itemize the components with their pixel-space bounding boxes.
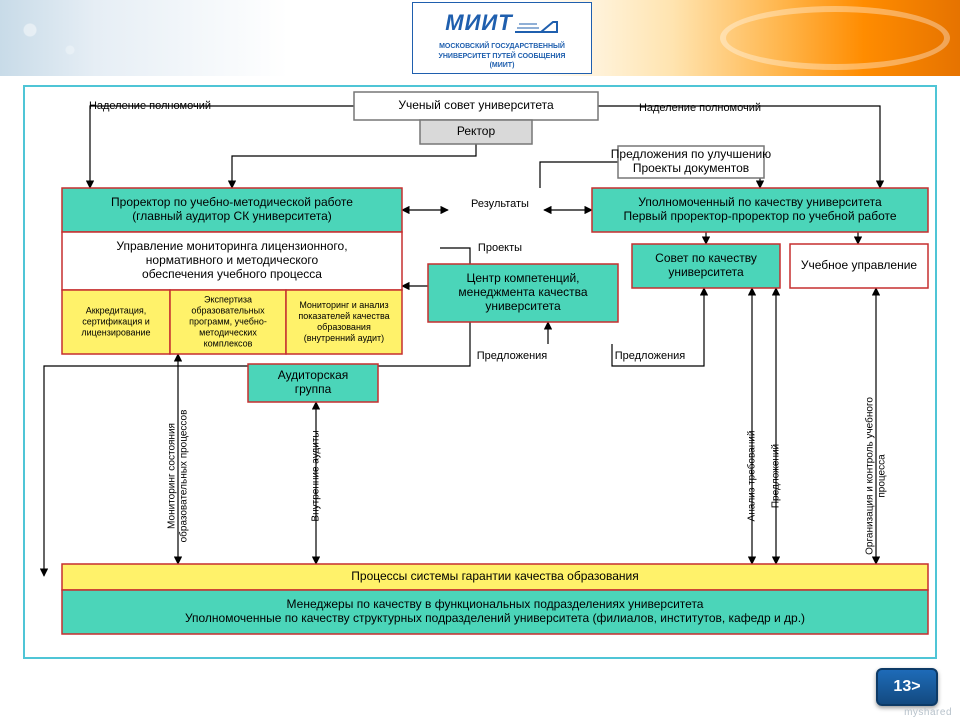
svg-text:группа: группа [295,382,332,396]
logo-card: МИИТ МОСКОВСКИЙ ГОСУДАРСТВЕННЫЙ УНИВЕРСИ… [412,2,592,74]
svg-text:нормативного и методического: нормативного и методического [146,253,319,267]
svg-text:Проекты документов: Проекты документов [633,161,749,175]
svg-text:обеспечения учебного процесса: обеспечения учебного процесса [142,267,322,281]
svg-text:университета: университета [668,265,744,279]
svg-text:Менеджеры по качеству в функци: Менеджеры по качеству в функциональных п… [287,597,704,611]
svg-text:Наделение полномочий: Наделение полномочий [639,102,761,114]
svg-text:Центр компетенций,: Центр компетенций, [466,271,579,285]
svg-text:образования: образования [317,322,371,332]
svg-text:лицензирование: лицензирование [81,327,150,337]
svg-text:Предложения: Предложения [615,350,686,362]
svg-text:Проекты: Проекты [478,242,522,254]
svg-text:Первый проректор-проректор по: Первый проректор-проректор по учебной ра… [623,209,896,223]
svg-text:Предложения: Предложения [477,350,548,362]
logo-sub3: (МИИТ) [413,62,591,72]
svg-text:показателей качества: показателей качества [298,311,389,321]
watermark: myshared [904,707,952,718]
svg-text:Аудиторская: Аудиторская [278,368,349,382]
svg-text:образовательных процессов: образовательных процессов [178,410,190,543]
svg-text:Ректор: Ректор [457,124,496,138]
svg-text:Наделение полномочий: Наделение полномочий [89,100,211,112]
svg-text:Совет по качеству: Совет по качеству [655,251,757,265]
svg-text:Мониторинг состояния: Мониторинг состояния [167,423,178,529]
org-diagram: Ученый совет университета Ректор Наделение… [0,76,960,720]
svg-text:Проректор по учебно-методическ: Проректор по учебно-методической работе [111,195,353,209]
svg-text:Внутренние аудиты: Внутренние аудиты [311,430,322,521]
svg-text:Анализ требований: Анализ требований [746,431,758,522]
svg-text:процесса: процесса [877,454,888,498]
svg-text:Уполномоченные по качеству стр: Уполномоченные по качеству структурных п… [185,611,805,625]
svg-text:(главный аудитор СК университе: (главный аудитор СК университета) [132,209,332,223]
svg-text:Процессы системы гарантии каче: Процессы системы гарантии качества образ… [351,569,638,583]
svg-text:Учебное управление: Учебное управление [801,258,918,272]
svg-text:Предложений: Предложений [771,444,782,508]
svg-text:университета: университета [485,299,561,313]
svg-text:Экспертиза: Экспертиза [204,294,252,304]
svg-text:Мониторинг и анализ: Мониторинг и анализ [299,300,388,310]
svg-text:Уполномоченный по качеству уни: Уполномоченный по качеству университета [638,195,882,209]
svg-text:(внутренний аудит): (внутренний аудит) [304,333,384,343]
svg-text:Предложения по улучшению: Предложения по улучшению [611,147,771,161]
logo-name: МИИТ [445,10,512,36]
train-icon [513,8,559,38]
svg-text:методических: методических [199,327,257,337]
svg-text:Ученый совет университета: Ученый совет университета [398,98,554,112]
svg-text:Результаты: Результаты [471,198,529,210]
logo-sub1: МОСКОВСКИЙ ГОСУДАРСТВЕННЫЙ [413,43,591,53]
svg-text:менеджмента качества: менеджмента качества [458,285,587,299]
page-number-button[interactable]: 13> [876,668,938,706]
logo-sub2: УНИВЕРСИТЕТ ПУТЕЙ СООБЩЕНИЯ [413,53,591,63]
svg-text:комплексов: комплексов [204,338,253,348]
svg-text:программ, учебно-: программ, учебно- [189,316,267,326]
svg-text:образовательных: образовательных [191,305,265,315]
svg-text:Управление мониторинга лицензи: Управление мониторинга лицензионного, [116,239,347,253]
svg-text:сертификация и: сертификация и [82,316,150,326]
header-banner: МИИТ МОСКОВСКИЙ ГОСУДАРСТВЕННЫЙ УНИВЕРСИ… [0,0,960,76]
svg-text:Организация и контроль учебног: Организация и контроль учебного [864,397,876,555]
svg-text:Аккредитация,: Аккредитация, [86,305,147,315]
